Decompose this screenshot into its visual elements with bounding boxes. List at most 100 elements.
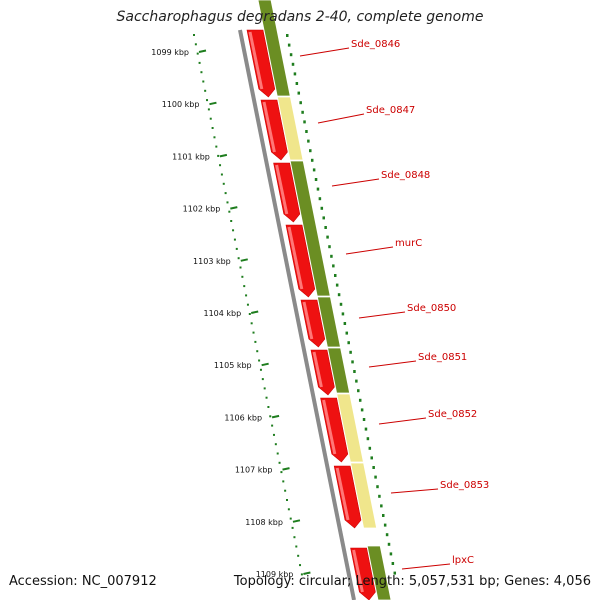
gene-label: Sde_0853 — [440, 480, 489, 491]
gene-arrow-highlight — [352, 549, 364, 593]
cds-ruler-dot — [324, 226, 327, 229]
gene-leader-line — [331, 178, 380, 187]
ruler-dot — [287, 508, 290, 511]
ruler-dot — [200, 71, 203, 74]
ruler-dot — [299, 564, 302, 567]
cds-ruler-dot — [357, 389, 360, 393]
kbp-label: 1107 kbp — [235, 466, 273, 475]
cds-ruler-dot — [393, 571, 397, 575]
cds-ruler-dot — [360, 408, 364, 412]
ruler-tick — [303, 571, 311, 575]
cds-ruler-dot — [349, 350, 352, 354]
cds-ruler-dot — [286, 34, 289, 37]
ruler-dot — [293, 536, 296, 539]
cds-ruler-dot — [322, 216, 325, 220]
ruler-dot — [286, 499, 288, 501]
ruler-tick — [282, 467, 290, 471]
gene-leader-line — [299, 47, 350, 57]
cds-track — [257, 0, 392, 600]
cds-ruler-dot — [347, 341, 350, 345]
ruler-dot — [233, 238, 236, 241]
gene-arrow-highlight — [262, 101, 276, 153]
kbp-label: 1104 kbp — [203, 309, 241, 318]
ruler-dot — [217, 154, 220, 157]
ruler-tick — [240, 258, 248, 262]
ruler-dot — [243, 285, 246, 288]
gene-label: Sde_0852 — [428, 409, 477, 420]
ruler-dot — [252, 331, 255, 334]
ruler-dot — [284, 489, 287, 492]
cds-bar — [289, 160, 331, 297]
ruler-tick — [261, 362, 269, 367]
cds-ruler-dot — [301, 110, 304, 114]
gene-leader-line — [390, 488, 439, 494]
cds-ruler-dot — [378, 494, 381, 498]
ruler-dot — [196, 52, 199, 55]
cds-ruler-dot — [326, 235, 329, 239]
cds-ruler-dot — [337, 293, 341, 297]
kbp-label: 1103 kbp — [193, 257, 231, 266]
ruler-dot — [219, 164, 222, 167]
ruler-dot — [259, 368, 262, 371]
gene-label: Sde_0851 — [418, 352, 467, 363]
genome-backbone — [238, 29, 356, 600]
gene-label: Sde_0848 — [381, 170, 430, 181]
ruler-dot — [246, 303, 249, 306]
gene-leader-line — [317, 113, 365, 124]
cds-ruler-dot — [364, 427, 368, 431]
ruler-dot — [276, 452, 279, 455]
cds-bar — [276, 96, 304, 161]
ruler-dot — [250, 322, 253, 325]
cds-ruler-dot — [358, 398, 362, 402]
ruler-dot — [256, 350, 259, 353]
cds-ruler-dot — [376, 485, 379, 489]
cds-ruler-dot — [307, 139, 310, 143]
cds-ruler-dot — [334, 274, 337, 277]
cds-ruler-dot — [372, 466, 375, 469]
cds-ruler-dot — [330, 254, 333, 258]
kbp-label: 1099 kbp — [151, 48, 189, 57]
cds-ruler-dot — [293, 72, 297, 76]
gene-arrow-highlight — [275, 164, 289, 215]
gene-arrow-highlight — [312, 351, 323, 388]
gene-arrow-highlight — [322, 399, 337, 455]
forward-strand-genes — [246, 29, 376, 600]
cds-ruler-dot — [289, 53, 293, 57]
kbp-label: 1108 kbp — [245, 518, 283, 527]
ruler-dot — [206, 99, 209, 102]
ruler-dot — [193, 34, 195, 36]
cds-ruler-dot — [316, 187, 320, 191]
ruler-dot — [265, 396, 268, 399]
cds-ruler-dot — [351, 360, 354, 364]
cds-ruler-dot — [335, 283, 339, 287]
gene-leader-line — [345, 246, 394, 255]
cds-ruler-dot — [380, 504, 383, 508]
ruler-dot — [278, 461, 281, 464]
topology-text: Topology: circular; Length: 5,057,531 bp… — [233, 574, 591, 589]
cds-ruler-dot — [353, 370, 356, 373]
cds-ruler-dot — [385, 533, 389, 537]
cds-ruler-dot — [368, 446, 372, 450]
cds-bar — [327, 347, 351, 394]
cds-ruler-dot — [310, 158, 314, 162]
accession-text: Accession: NC_007912 — [9, 574, 157, 589]
gene-label: Sde_0846 — [351, 39, 400, 50]
cds-ruler-dot — [374, 475, 377, 479]
cds-ruler-dot — [370, 456, 373, 460]
genome-title: Saccharophagus degradans 2-40, complete … — [116, 9, 484, 25]
ruler-dot — [261, 378, 264, 381]
ruler-tick — [292, 519, 301, 523]
ruler-dot — [239, 266, 242, 269]
gene-leader-line — [401, 563, 451, 570]
ruler-dot — [215, 145, 218, 148]
ruler-dot — [269, 415, 272, 418]
cds-ruler-dot — [295, 82, 299, 85]
cds-bar — [366, 545, 392, 600]
cds-ruler-dot — [299, 101, 302, 105]
ruler-dot — [297, 554, 300, 557]
ruler-dot — [209, 117, 212, 120]
cds-bar — [316, 296, 341, 348]
ruler-dot — [220, 173, 223, 176]
cds-ruler-dot — [345, 331, 349, 335]
ruler-dot — [194, 43, 197, 46]
